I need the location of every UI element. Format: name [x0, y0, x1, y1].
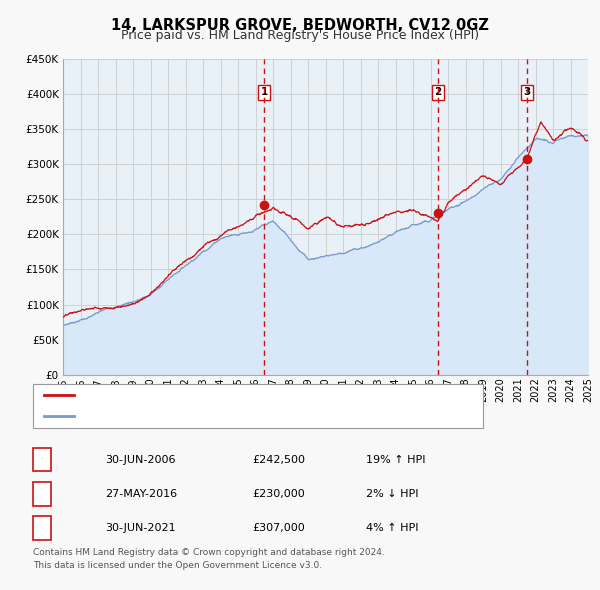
Text: 2: 2: [434, 87, 442, 97]
Text: 3: 3: [523, 87, 530, 97]
Text: 30-JUN-2006: 30-JUN-2006: [105, 455, 176, 464]
Text: 30-JUN-2021: 30-JUN-2021: [105, 523, 176, 533]
Text: 14, LARKSPUR GROVE, BEDWORTH, CV12 0GZ: 14, LARKSPUR GROVE, BEDWORTH, CV12 0GZ: [111, 18, 489, 32]
Text: 19% ↑ HPI: 19% ↑ HPI: [366, 455, 425, 464]
Text: 27-MAY-2016: 27-MAY-2016: [105, 489, 177, 499]
Text: 2: 2: [38, 489, 46, 499]
Text: 1: 1: [260, 87, 268, 97]
Text: Contains HM Land Registry data © Crown copyright and database right 2024.: Contains HM Land Registry data © Crown c…: [33, 548, 385, 557]
Text: Price paid vs. HM Land Registry's House Price Index (HPI): Price paid vs. HM Land Registry's House …: [121, 30, 479, 42]
Text: 2% ↓ HPI: 2% ↓ HPI: [366, 489, 419, 499]
Text: 4% ↑ HPI: 4% ↑ HPI: [366, 523, 419, 533]
Text: £230,000: £230,000: [252, 489, 305, 499]
Text: HPI: Average price, detached house, Nuneaton and Bedworth: HPI: Average price, detached house, Nune…: [79, 411, 421, 421]
Text: £242,500: £242,500: [252, 455, 305, 464]
Text: 14, LARKSPUR GROVE, BEDWORTH, CV12 0GZ (detached house): 14, LARKSPUR GROVE, BEDWORTH, CV12 0GZ (…: [79, 390, 439, 400]
Text: 3: 3: [38, 523, 46, 533]
Text: £307,000: £307,000: [252, 523, 305, 533]
Text: This data is licensed under the Open Government Licence v3.0.: This data is licensed under the Open Gov…: [33, 561, 322, 570]
Text: 1: 1: [38, 455, 46, 464]
